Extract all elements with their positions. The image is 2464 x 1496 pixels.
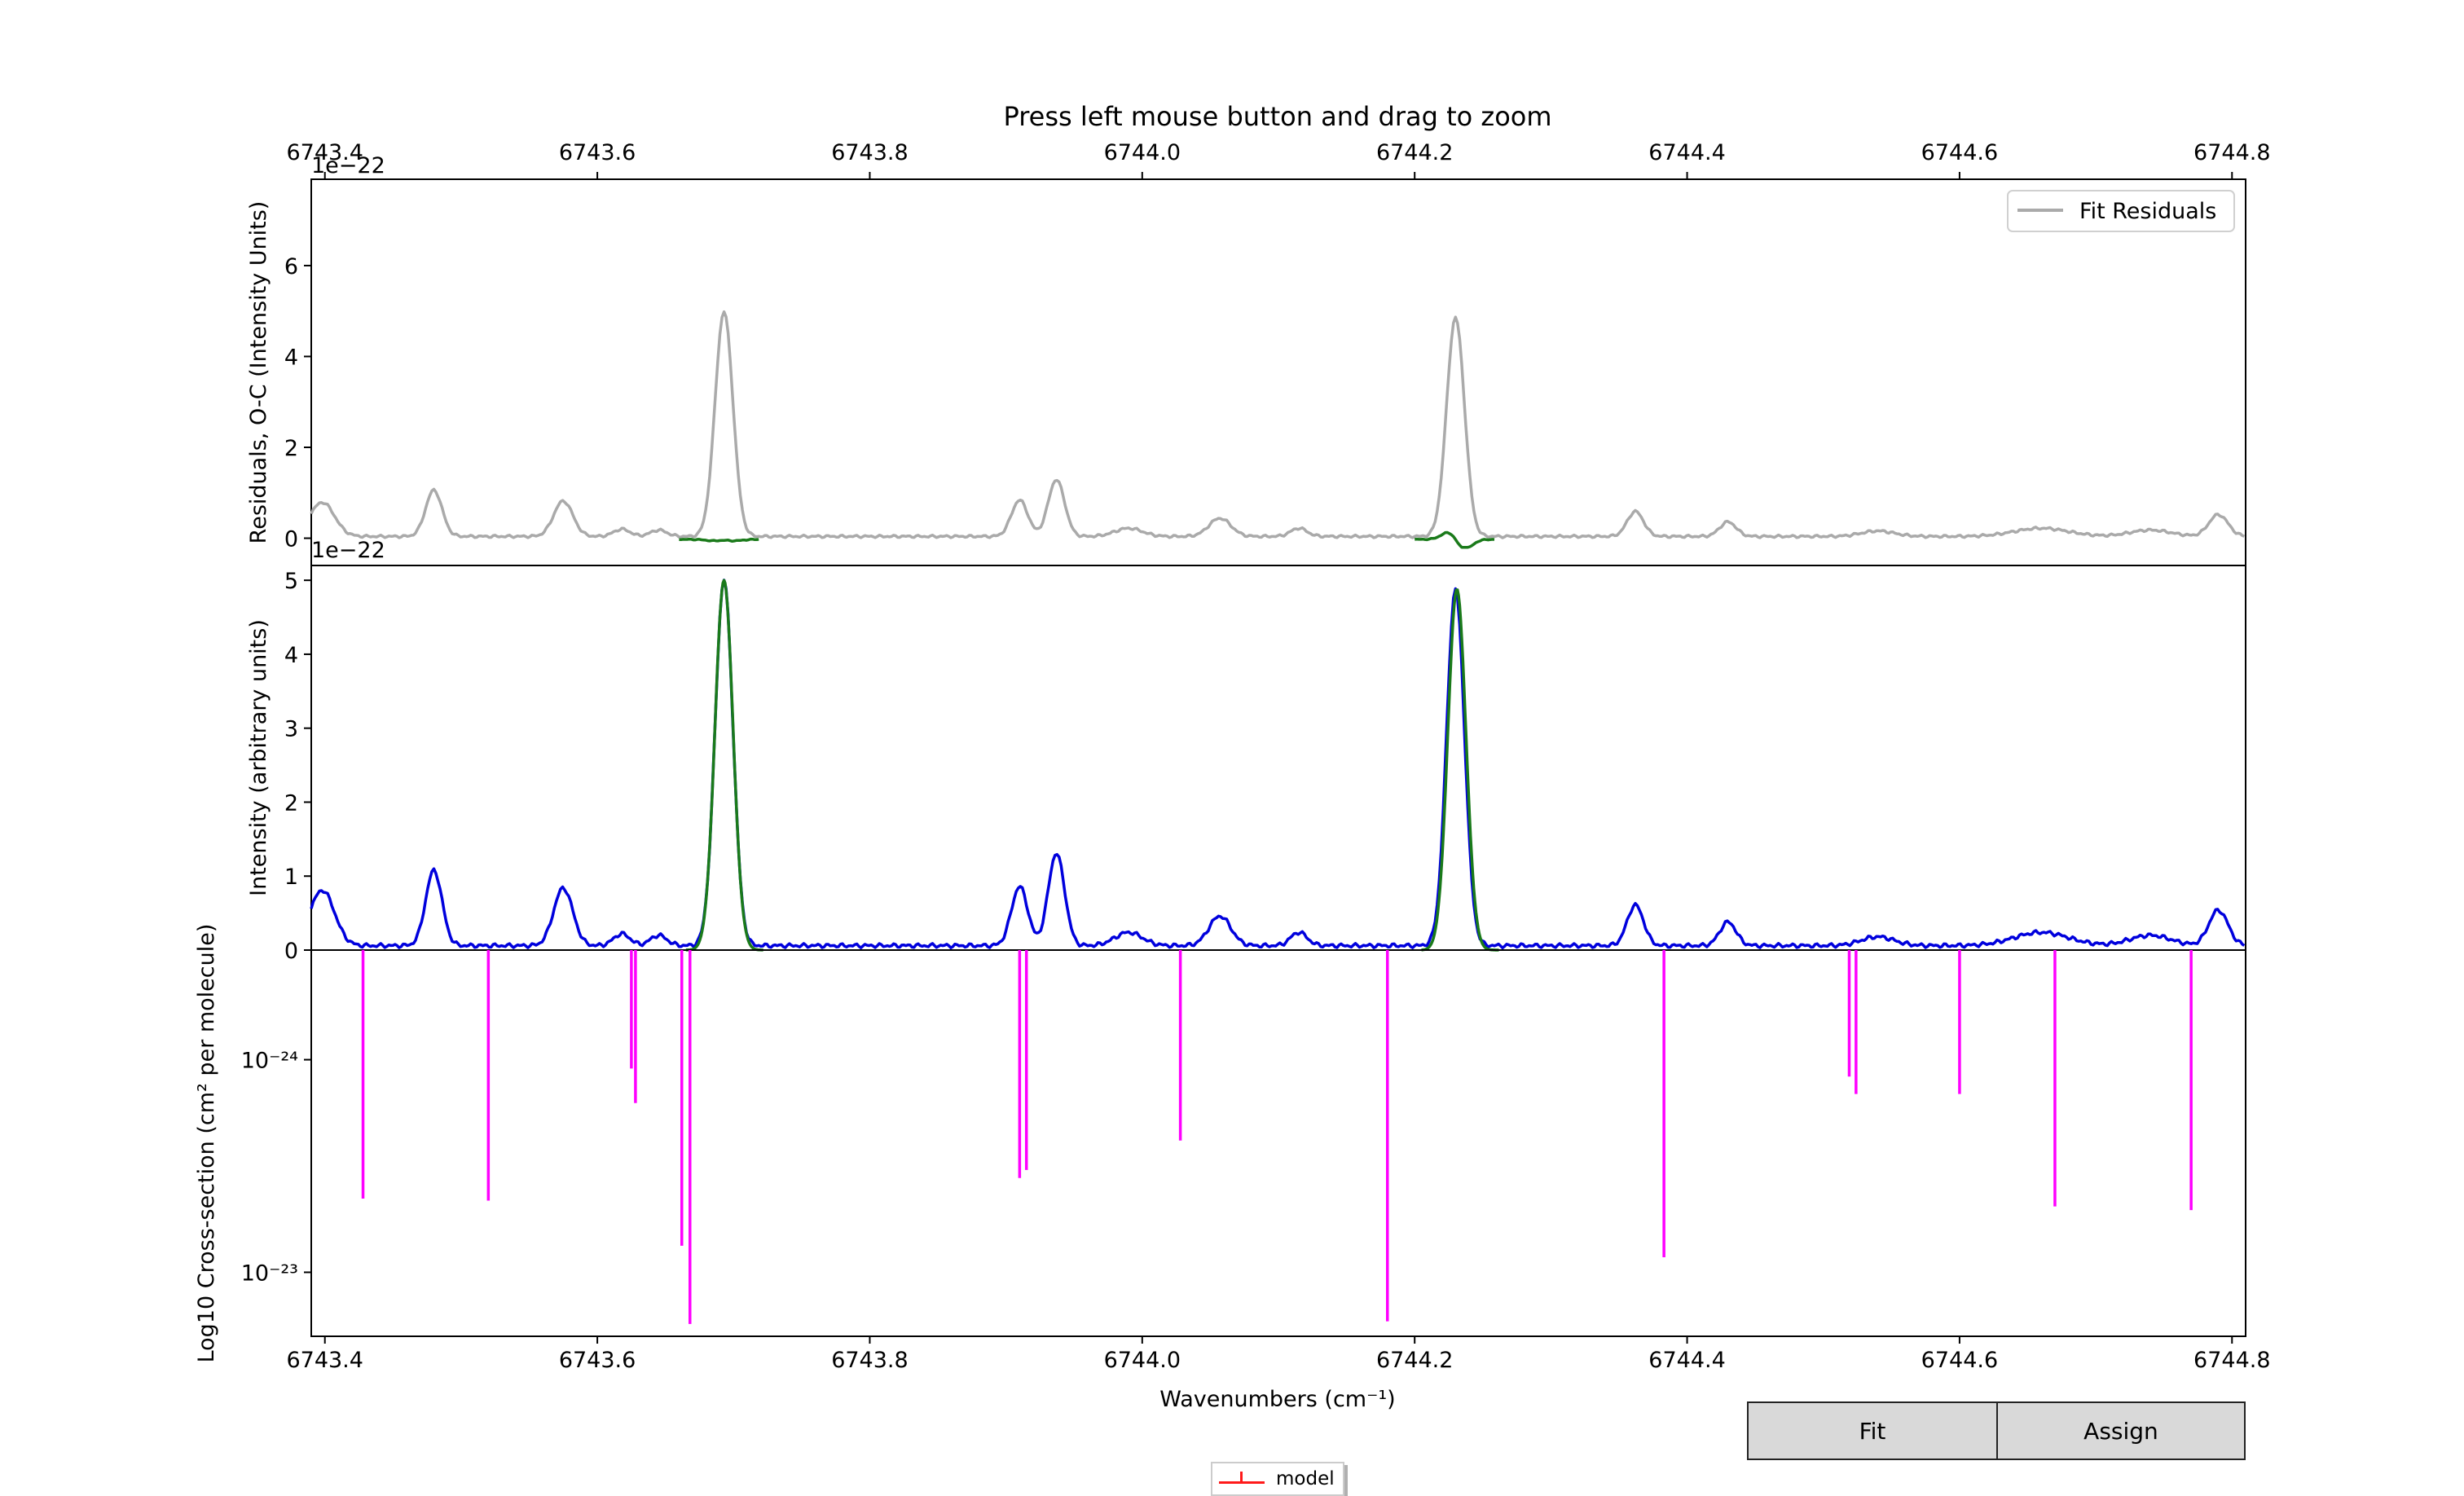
y-tick-label: 1 — [284, 865, 298, 890]
x-tick-label-bottom: 6744.8 — [2193, 1348, 2270, 1373]
residuals-panel[interactable]: 0 2 4 6 1e−22 Residuals, O-C (Intensity Uni… — [246, 153, 2246, 566]
fit-button[interactable]: Fit — [1747, 1401, 1998, 1460]
assign-button[interactable]: Assign — [1996, 1401, 2246, 1460]
fit-residual-line — [1414, 530, 1495, 549]
residuals-line — [310, 310, 2246, 539]
y-tick-label: 5 — [284, 569, 298, 594]
y-tick-label: 3 — [284, 717, 298, 742]
y-tick-label: 2 — [284, 790, 298, 816]
y-tick-label: 4 — [284, 345, 298, 370]
y-tick-label: 0 — [284, 527, 298, 552]
spectrum-line — [310, 579, 2246, 950]
x-tick-label-bottom: 6744.0 — [1104, 1348, 1181, 1373]
x-tick-label-bottom: 6744.6 — [1921, 1348, 1998, 1373]
intensity-axes-frame — [310, 565, 2246, 951]
y-tick-label: 4 — [284, 643, 298, 668]
intensity-y-axis: 0 1 2 3 4 5 — [284, 569, 311, 964]
residuals-legend-box — [2007, 190, 2235, 232]
y-tick-label: 2 — [284, 436, 298, 461]
x-axis-label: Wavenumbers (cm⁻¹) — [1159, 1387, 1395, 1412]
y-tick-label: 10⁻²³ — [241, 1261, 298, 1286]
x-tick-label-top: 6744.4 — [1648, 140, 1725, 165]
y-tick-label: 10⁻²⁴ — [241, 1049, 298, 1074]
residuals-lines — [310, 310, 2246, 549]
x-tick-label-top: 6744.8 — [2193, 140, 2270, 165]
intensity-y-axis-label: Intensity (arbitrary units) — [246, 619, 271, 896]
fit-line — [1421, 588, 1499, 952]
bottom-x-axis: 6743.4 6743.6 6743.8 6744.0 6744.2 6744.4 6744… — [286, 1336, 2271, 1373]
intensity-scale-label: 1e−22 — [311, 538, 385, 563]
x-tick-label-top: 6743.4 — [286, 140, 363, 165]
model-legend-tick — [1240, 1472, 1243, 1483]
cross-section-y-axis: 10⁻²⁴ 10⁻²³ — [241, 1049, 311, 1286]
x-tick-label-bottom: 6743.8 — [831, 1348, 908, 1373]
cross-section-y-axis-label: Log10 Cross-section (cm² per molecule) — [194, 924, 219, 1363]
intensity-lines — [310, 579, 2246, 952]
cross-section-axes-frame — [310, 949, 2246, 1337]
x-tick-label-bottom: 6744.2 — [1376, 1348, 1453, 1373]
chart-title: Press left mouse button and drag to zoom — [1003, 101, 1551, 132]
cross-section-panel[interactable]: 10⁻²⁴ 10⁻²³ Log10 Cross-section (cm² per … — [194, 924, 2246, 1363]
residuals-scale-label: 1e−22 — [311, 153, 385, 178]
residuals-y-axis: 0 2 4 6 — [284, 254, 311, 552]
y-tick-label: 6 — [284, 254, 298, 279]
fit-residual-line — [679, 537, 759, 543]
x-tick-label-bottom: 6744.4 — [1648, 1348, 1725, 1373]
residuals-y-axis-label: Residuals, O-C (Intensity Units) — [246, 201, 271, 544]
x-tick-label-bottom: 6743.6 — [559, 1348, 636, 1373]
x-tick-label-top: 6743.6 — [559, 140, 636, 165]
x-tick-label-top: 6744.0 — [1104, 140, 1181, 165]
model-legend-label: model — [1276, 1468, 1335, 1489]
x-tick-label-bottom: 6743.4 — [286, 1348, 363, 1373]
top-x-axis: 6743.4 6743.6 6743.8 6744.0 6744.2 6744.4 6744… — [286, 140, 2271, 179]
residuals-legend-label: Fit Residuals — [2079, 199, 2216, 224]
residuals-legend: Fit Residuals — [2007, 190, 2235, 232]
x-tick-label-top: 6743.8 — [831, 140, 908, 165]
fit-line — [685, 579, 764, 952]
x-tick-label-top: 6744.2 — [1376, 140, 1453, 165]
model-legend: model — [1211, 1462, 1344, 1496]
y-tick-label: 0 — [284, 939, 298, 964]
residuals-axes-frame — [310, 178, 2246, 566]
cross-section-sticks — [361, 950, 2193, 1324]
x-tick-label-top: 6744.6 — [1921, 140, 1998, 165]
intensity-panel[interactable]: 0 1 2 3 4 5 1e−22 Intensity (arbitrary units) — [246, 538, 2246, 964]
